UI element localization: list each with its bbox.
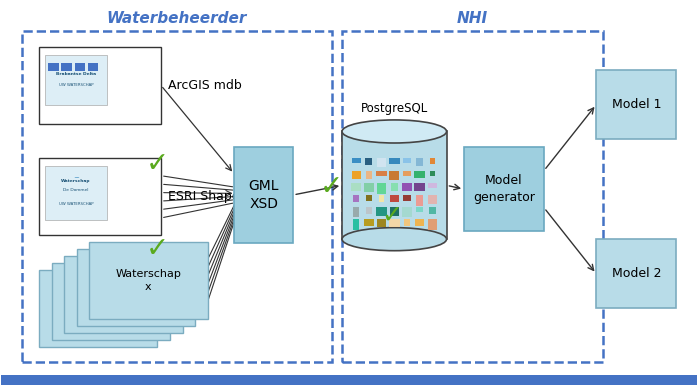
Text: ArcGIS mdb: ArcGIS mdb [168,79,242,92]
Bar [39,270,158,347]
Bar [353,207,359,217]
Text: De Dommel: De Dommel [64,188,89,192]
Bar [64,256,182,333]
Bar [389,195,399,202]
Text: Model 2: Model 2 [611,267,661,280]
Bar [75,63,85,71]
Bar [39,47,161,124]
Bar [366,171,372,179]
Bar [428,195,437,203]
Bar [39,158,161,235]
Bar [352,158,361,163]
Text: ✓: ✓ [381,203,402,227]
Bar [596,70,676,139]
Text: Model 1: Model 1 [611,98,661,111]
Bar [414,171,425,178]
Bar [45,166,107,220]
Bar [342,132,447,239]
Bar [366,158,372,165]
Bar [364,219,374,226]
Text: NHI: NHI [457,11,488,26]
Bar [234,147,293,243]
Bar [377,158,387,168]
Bar [352,171,361,179]
Bar [403,171,410,176]
Bar [402,207,413,217]
Text: ✓: ✓ [146,235,169,263]
Bar [378,183,386,194]
Bar [417,207,423,212]
Bar [48,63,59,71]
Bar [351,183,362,191]
Bar [416,195,423,206]
Bar [376,171,387,176]
Bar [353,195,359,201]
Text: ✓: ✓ [146,150,169,178]
Bar [390,207,399,216]
Text: Brabantse Delta: Brabantse Delta [56,71,96,76]
Bar [61,63,72,71]
Bar [417,158,423,166]
Bar [366,195,372,201]
Bar [429,207,436,214]
Bar [429,171,435,176]
Text: UW WATERSCHAP: UW WATERSCHAP [59,83,94,86]
Bar [353,219,359,230]
Bar [430,158,435,164]
Bar [403,195,410,201]
Bar [366,207,372,214]
Bar [88,63,98,71]
Ellipse shape [342,228,447,251]
Bar [52,263,170,340]
Bar [389,219,400,227]
Text: ~: ~ [73,175,79,181]
Text: Model
generator: Model generator [473,174,535,204]
Text: Waterschap: Waterschap [61,179,91,183]
Bar [377,219,386,227]
Bar [342,32,603,362]
Bar [364,183,374,192]
Text: UW WATERSCHAP: UW WATERSCHAP [59,202,94,206]
Bar [415,183,425,191]
Bar [428,219,437,230]
Bar [391,183,398,191]
Text: ✓: ✓ [320,173,343,201]
Bar [596,239,676,308]
Bar [22,32,332,362]
Text: ESRI Shape: ESRI Shape [168,190,239,203]
Text: Waterschap
x: Waterschap x [115,269,181,292]
Text: PostgreSQL: PostgreSQL [361,102,428,115]
Bar [389,158,400,164]
Bar [45,54,107,105]
Bar [403,158,411,163]
Bar [428,183,437,188]
Bar [379,195,385,201]
Bar [464,147,544,232]
Text: GML
XSD: GML XSD [248,179,279,211]
Bar [89,242,207,319]
Bar [402,183,412,191]
Bar [389,171,399,180]
Ellipse shape [342,120,447,143]
Bar [1,374,697,385]
Bar [415,219,424,226]
Bar [376,207,387,216]
Bar [403,219,410,226]
Text: Waterbeheerder: Waterbeheerder [106,11,247,26]
Bar [77,249,195,326]
